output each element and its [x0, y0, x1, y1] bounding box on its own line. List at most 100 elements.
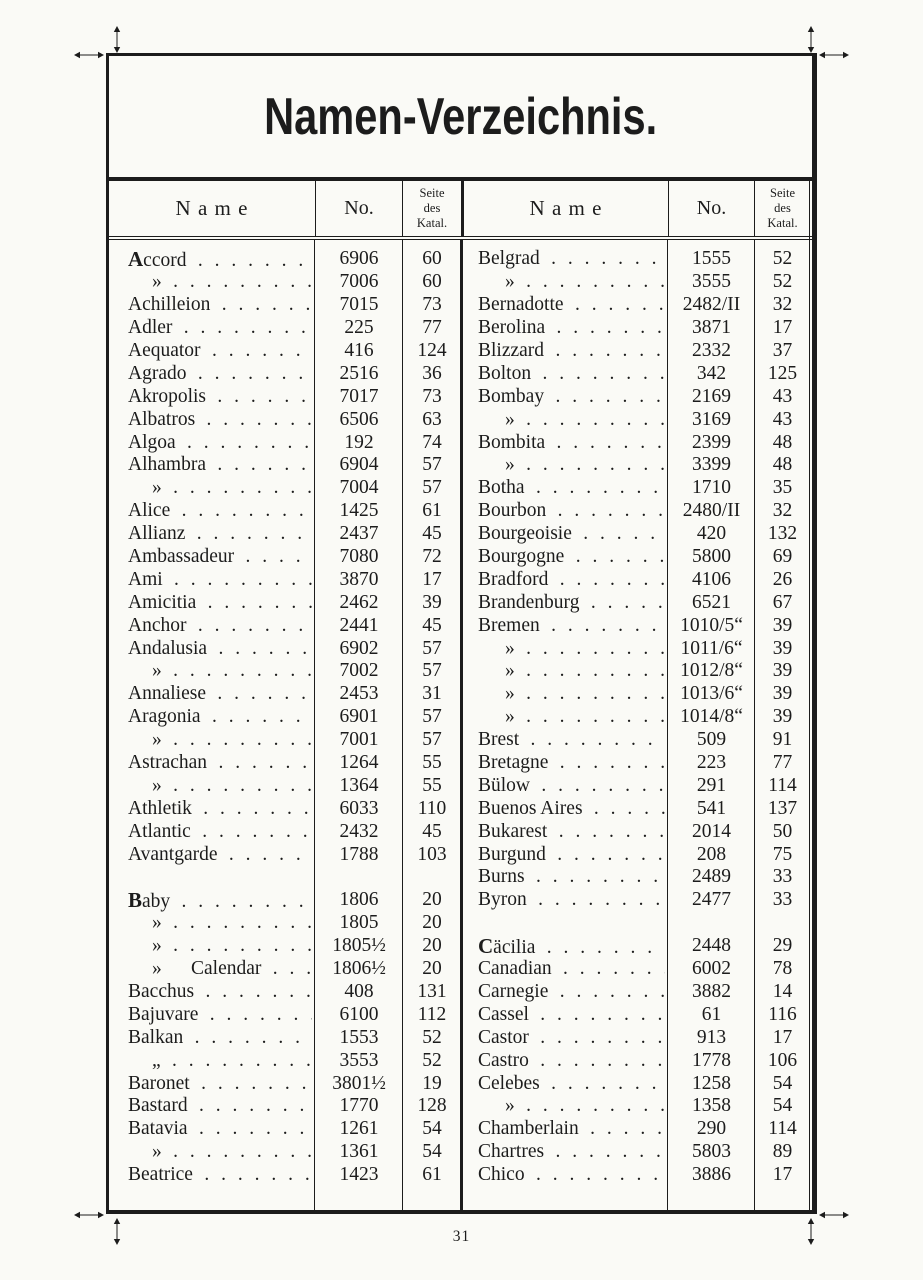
seite-cell: 124: [417, 340, 447, 361]
no-cell: 1013/6“: [680, 683, 743, 705]
name-cell: Astrachan . . . . . . . . . . . . . . . …: [128, 752, 311, 774]
seite-cell: 39: [422, 591, 442, 613]
page-number: 31: [452, 1228, 471, 1245]
no-cell: 408: [344, 980, 374, 1002]
table-row: » . . . . . . . . . . . . . . . . . . . …: [109, 660, 461, 683]
leader-dots: . . . . . . . . . . . . . . . . . . . . …: [563, 958, 665, 980]
name-cell: » . . . . . . . . . . . . . . . . . . . …: [464, 638, 668, 660]
table-row: Bremen . . . . . . . . . . . . . . . . .…: [464, 614, 810, 637]
seite-cell: 114: [768, 1118, 797, 1140]
name-cell: Bernadotte . . . . . . . . . . . . . . .…: [464, 294, 668, 316]
crop-mark-bottom-right-horizontal-icon: [819, 1210, 849, 1220]
leader-dots: . . . . . . . . . . . . . . . . . . . . …: [546, 936, 665, 958]
leader-dots: . . . . . . . . . . . . . . . . . . . . …: [211, 340, 305, 361]
leader-dots: . . . . . . . . . . . . . . . . . . . . …: [197, 249, 307, 271]
leader-dots: . . . . . . . . . . . . . . . . . . . . …: [221, 294, 311, 316]
name-cell: Akropolis . . . . . . . . . . . . . . . …: [109, 386, 315, 408]
leader-dots: . . . . . . . . . . . . . . . . . . . . …: [198, 1118, 308, 1140]
table-row: Bretagne . . . . . . . . . . . . . . . .…: [464, 752, 810, 775]
seite-cell: 69: [772, 546, 793, 568]
table-row: » . . . . . . . . . . . . . . . . . . . …: [464, 454, 810, 477]
seite-cell: 54: [422, 1118, 442, 1140]
seite-cell: 57: [422, 660, 442, 682]
table-row: Achilleion . . . . . . . . . . . . . . .…: [109, 294, 461, 317]
seite-cell: 52: [422, 1049, 442, 1071]
table-row: Andalusia . . . . . . . . . . . . . . . …: [109, 637, 461, 660]
name-cell: Agrado . . . . . . . . . . . . . . . . .…: [109, 363, 315, 385]
name-cell: Chamberlain . . . . . . . . . . . . . . …: [478, 1118, 665, 1140]
name-cell: » . . . . . . . . . . . . . . . . . . . …: [109, 660, 315, 682]
name-cell: Bourgeoisie . . . . . . . . . . . . . . …: [464, 523, 668, 545]
seite-cell: 57: [422, 729, 442, 751]
no-cell: 6904: [339, 454, 379, 476]
seite-cell: 36: [422, 362, 442, 384]
name-cell: » . . . . . . . . . . . . . . . . . . . …: [109, 912, 315, 934]
no-cell: 416: [344, 340, 374, 361]
table-row: Blizzard . . . . . . . . . . . . . . . .…: [464, 340, 810, 363]
seite-cell: 20: [422, 935, 442, 957]
table-row: Baby . . . . . . . . . . . . . . . . . .…: [109, 888, 461, 912]
crop-mark-bottom-left-horizontal-icon: [74, 1210, 104, 1220]
leader-dots: . . . . . . . . . . . . . . . . . . . . …: [551, 1072, 660, 1094]
leader-dots: . . . . . . . . . . . . . . . . . . . . …: [218, 637, 311, 659]
name-cell: Bourgogne . . . . . . . . . . . . . . . …: [464, 546, 668, 568]
seite-cell: 17: [422, 568, 442, 590]
seite-cell: 26: [772, 568, 793, 590]
seite-cell: 17: [772, 317, 793, 339]
table-row: Chico . . . . . . . . . . . . . . . . . …: [464, 1164, 810, 1187]
seite-cell: 112: [417, 1003, 447, 1025]
no-cell: 2462: [339, 591, 379, 613]
table-row: Cäcilia . . . . . . . . . . . . . . . . …: [464, 934, 810, 958]
no-cell: 1770: [339, 1095, 379, 1117]
name-cell: Bülow . . . . . . . . . . . . . . . . . …: [464, 775, 668, 797]
name-cell: Balkan . . . . . . . . . . . . . . . . .…: [109, 1027, 315, 1049]
leader-dots: . . . . . . . . . . . . . . . . . . . . …: [187, 431, 312, 453]
no-cell: 2482/II: [682, 294, 741, 316]
name-cell: Amicitia . . . . . . . . . . . . . . . .…: [109, 592, 315, 614]
leader-dots: . . . . . . . . . . . . . . . . . . . . …: [173, 935, 312, 957]
table-row: » . . . . . . . . . . . . . . . . . . . …: [109, 477, 461, 500]
table-row: Bombay . . . . . . . . . . . . . . . . .…: [464, 385, 810, 408]
seite-cell: 29: [772, 935, 793, 957]
table-row: Burns . . . . . . . . . . . . . . . . . …: [464, 866, 810, 889]
seite-cell: 75: [772, 843, 793, 865]
no-cell: 541: [696, 797, 727, 819]
no-cell: 6902: [339, 637, 379, 659]
name-cell: Chartres . . . . . . . . . . . . . . . .…: [478, 1141, 665, 1163]
no-cell: 3870: [339, 568, 379, 590]
table-row: Brest . . . . . . . . . . . . . . . . . …: [464, 729, 810, 752]
name-cell: » . . . . . . . . . . . . . . . . . . . …: [109, 935, 315, 957]
name-cell: Allianz . . . . . . . . . . . . . . . . …: [109, 523, 315, 545]
name-cell: Avantgarde . . . . . . . . . . . . . . .…: [109, 844, 315, 866]
table-row: Carnegie . . . . . . . . . . . . . . . .…: [464, 981, 810, 1004]
table-row: » . . . . . . . . . . . . . . . . . . . …: [464, 637, 810, 660]
page-title: Namen-Verzeichnis.: [263, 87, 658, 146]
leader-dots: . . . . . . . . . . . . . . . . . . . . …: [206, 408, 312, 430]
name-cell: » . . . . . . . . . . . . . . . . . . . …: [109, 477, 315, 499]
header-no-right: No.: [668, 181, 755, 236]
no-cell: 3399: [692, 454, 731, 476]
left-column: Accord . . . . . . . . . . . . . . . . .…: [109, 240, 461, 1210]
no-cell: 1264: [339, 752, 379, 774]
table-row: Bolton . . . . . . . . . . . . . . . . .…: [464, 362, 810, 385]
leader-dots: . . . . . . . . . . . . . . . . . . . . …: [198, 1095, 308, 1117]
seite-cell: 50: [772, 820, 793, 842]
no-cell: 2448: [692, 935, 731, 957]
leader-dots: . . . . . . . . . . . . . . . . . . . . …: [245, 546, 305, 568]
no-cell: 2453: [339, 683, 379, 705]
seite-cell: 52: [772, 248, 793, 270]
no-cell: 3871: [692, 317, 731, 339]
table-row: » . . . . . . . . . . . . . . . . . . . …: [109, 1141, 461, 1164]
leader-dots: . . . . . . . . . . . . . . . . . . . . …: [173, 477, 312, 499]
name-cell: Burgund . . . . . . . . . . . . . . . . …: [464, 844, 668, 866]
leader-dots: . . . . . . . . . . . . . . . . . . . . …: [557, 500, 663, 522]
leader-dots: . . . . . . . . . . . . . . . . . . . . …: [556, 431, 665, 453]
leader-dots: . . . . . . . . . . . . . . . . . . . . …: [540, 1049, 662, 1071]
seite-cell: 103: [417, 843, 447, 865]
table-row: Belgrad . . . . . . . . . . . . . . . . …: [464, 248, 810, 271]
table-row: Buenos Aires . . . . . . . . . . . . . .…: [464, 797, 810, 820]
seite-cell: 43: [772, 385, 793, 407]
table-row: » . . . . . . . . . . . . . . . . . . . …: [464, 1095, 810, 1118]
seite-cell: 54: [772, 1095, 793, 1117]
leader-dots: . . . . . . . . . . . . . . . . . . . . …: [197, 362, 307, 384]
